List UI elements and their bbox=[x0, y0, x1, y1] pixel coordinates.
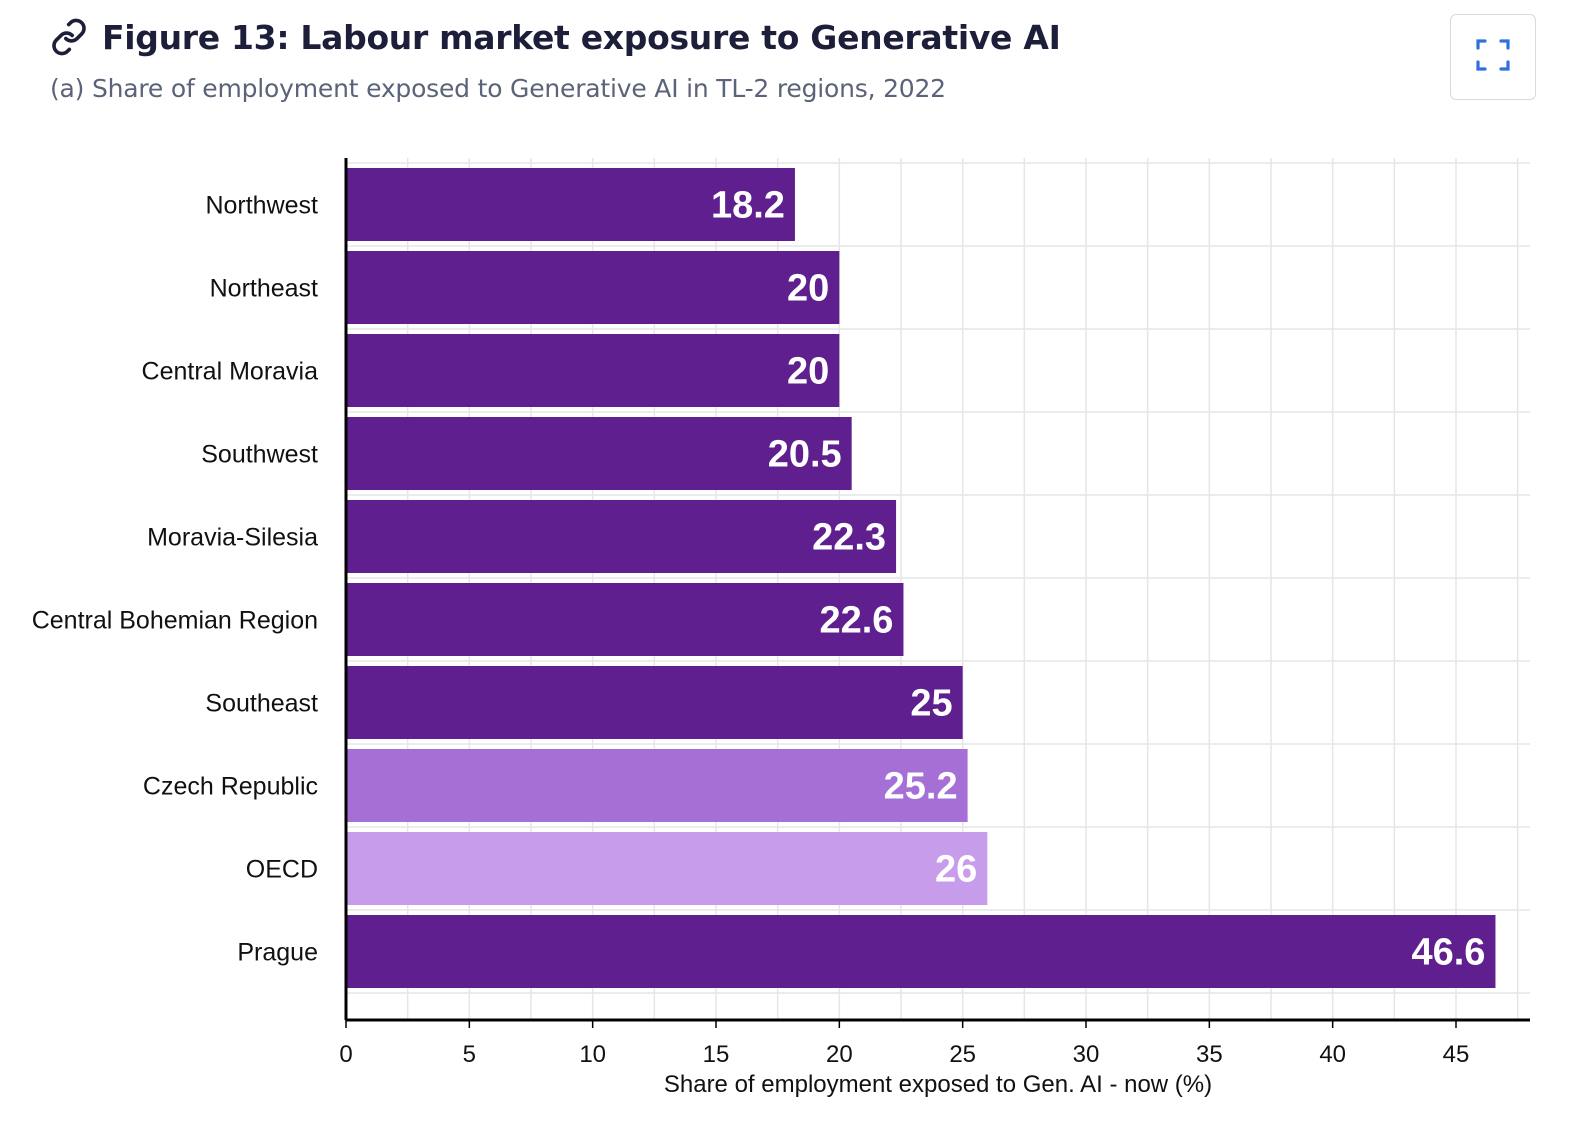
x-tick-label: 35 bbox=[1196, 1041, 1223, 1068]
x-tick-label: 40 bbox=[1319, 1041, 1346, 1068]
category-label: Northwest bbox=[205, 192, 318, 220]
data-label: 20 bbox=[787, 268, 829, 310]
x-tick-label: 25 bbox=[949, 1041, 976, 1068]
category-label: Central Moravia bbox=[142, 358, 319, 386]
category-label: Czech Republic bbox=[143, 773, 318, 801]
category-labels: Northwest Northeast Central Moravia Southwe… bbox=[32, 192, 318, 967]
figure-title: Figure 13: Labour market exposure to Gen… bbox=[102, 17, 1061, 57]
x-tick-label: 30 bbox=[1073, 1041, 1100, 1068]
link-icon[interactable] bbox=[50, 16, 92, 58]
bar bbox=[346, 915, 1496, 988]
x-axis-label: Share of employment exposed to Gen. AI -… bbox=[664, 1071, 1212, 1098]
expand-button[interactable] bbox=[1450, 14, 1536, 100]
title-row: Figure 13: Labour market exposure to Gen… bbox=[50, 14, 1470, 60]
category-label: Southwest bbox=[201, 441, 318, 469]
bar bbox=[346, 251, 840, 324]
bar bbox=[346, 583, 904, 656]
category-label: Northeast bbox=[210, 275, 318, 303]
category-label: Prague bbox=[237, 939, 318, 967]
data-label: 22.6 bbox=[819, 600, 893, 642]
data-label: 18.2 bbox=[711, 185, 785, 227]
x-tick-label: 15 bbox=[703, 1041, 730, 1068]
x-tick-label: 10 bbox=[579, 1041, 606, 1068]
bar bbox=[346, 832, 988, 905]
category-label: Central Bohemian Region bbox=[32, 607, 318, 635]
data-label: 25 bbox=[910, 683, 952, 725]
data-label: 22.3 bbox=[812, 517, 886, 559]
bar bbox=[346, 500, 897, 573]
chart-container: 18.2 20 20 20.5 22.3 22.6 25 25.2 26 46.6 Northwes… bbox=[0, 150, 1596, 1136]
figure-subtitle: (a) Share of employment exposed to Gener… bbox=[50, 74, 946, 103]
x-tick-label: 45 bbox=[1443, 1041, 1470, 1068]
data-label: 26 bbox=[935, 849, 977, 891]
bar bbox=[346, 417, 852, 490]
bar bbox=[346, 666, 963, 739]
expand-icon bbox=[1475, 37, 1511, 77]
x-tick-label: 20 bbox=[826, 1041, 853, 1068]
x-tick-label: 0 bbox=[339, 1041, 352, 1068]
bars bbox=[346, 168, 1496, 988]
data-label: 20 bbox=[787, 351, 829, 393]
bar bbox=[346, 749, 968, 822]
category-label: OECD bbox=[246, 856, 318, 884]
data-label: 20.5 bbox=[768, 434, 842, 476]
bar-chart: 18.2202020.522.322.62525.22646.6Northwes… bbox=[32, 158, 1530, 1098]
bar bbox=[346, 168, 795, 241]
category-label: Southeast bbox=[205, 690, 318, 718]
data-label: 25.2 bbox=[884, 766, 958, 808]
x-tick-label: 5 bbox=[463, 1041, 476, 1068]
bar bbox=[346, 334, 840, 407]
data-label: 46.6 bbox=[1411, 932, 1485, 974]
figure-header: Figure 13: Labour market exposure to Gen… bbox=[50, 14, 1470, 104]
category-label: Moravia-Silesia bbox=[147, 524, 318, 552]
x-ticks: 0 5 10 15 20 25 30 35 40 45 bbox=[339, 1020, 1469, 1068]
